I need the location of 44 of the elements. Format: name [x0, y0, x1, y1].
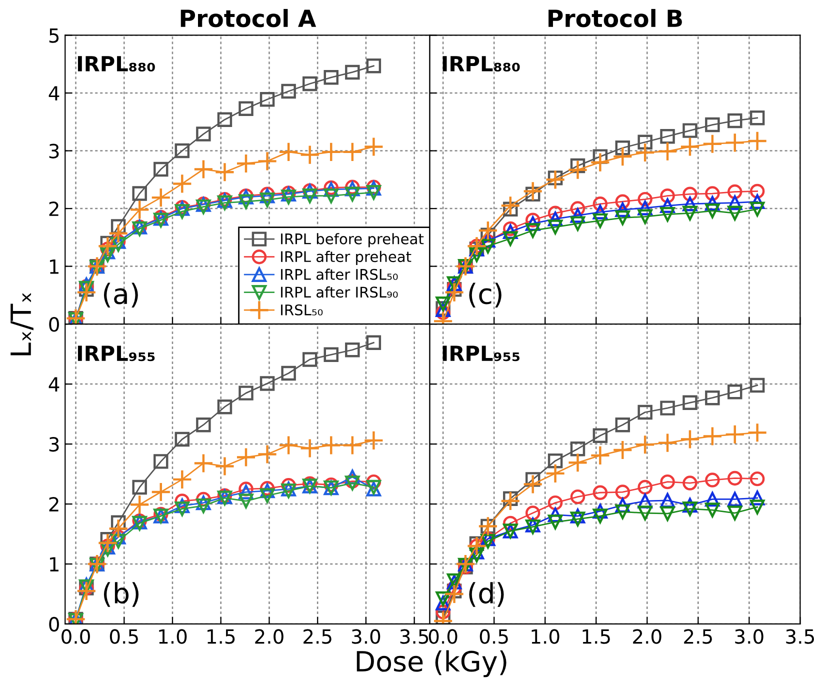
y-tick-label: 4	[48, 86, 60, 100]
y-tick-label: 2	[49, 496, 58, 512]
legend-label: IRPL before preheat	[281, 233, 424, 248]
annotation: IRPL₈₈₀	[442, 56, 520, 72]
x-axis-title: Dose (kGy)	[356, 650, 506, 678]
annotation: IRPL₉₅₅	[78, 346, 155, 362]
x-tick-label: 2.0	[633, 629, 662, 644]
y-tick-label: 1	[50, 557, 58, 572]
annotation: (c)	[469, 282, 502, 308]
y-tick-label: 0	[49, 317, 59, 332]
x-tick-label: 0.0	[62, 629, 90, 644]
y-tick-label: 5	[49, 28, 59, 43]
annotation: (d)	[469, 582, 504, 607]
x-tick-label: 3.0	[735, 629, 764, 644]
annotation: (a)	[104, 282, 138, 308]
y-tick-label: 1	[50, 260, 58, 274]
annotation: (b)	[104, 582, 139, 607]
x-tick-label: 3.5	[400, 629, 428, 644]
y-axis-title: Lₓ/Tₓ	[10, 293, 34, 356]
x-tick-label: 2.5	[304, 629, 332, 644]
annotation: IRPL₉₅₅	[442, 346, 520, 362]
y-tick-label: 0	[49, 616, 59, 632]
y-tick-label: 2	[49, 202, 58, 216]
annotation: IRPL₈₈₀	[78, 56, 155, 72]
y-tick-label: 4	[48, 377, 60, 392]
legend-label: IRPL after preheat	[281, 250, 412, 265]
x-tick-label: 2.5	[684, 629, 712, 644]
x-tick-label: 1.0	[159, 629, 187, 644]
chart-title: Protocol A	[180, 8, 316, 28]
y-tick-label: 3	[49, 144, 59, 158]
chart-title: Protocol B	[548, 8, 682, 28]
legend-label: IRSL₅₀	[281, 304, 323, 316]
x-tick-label: 3.0	[352, 629, 380, 644]
x-tick-label: 2.0	[255, 629, 284, 644]
x-tick-label: 0.0	[428, 629, 458, 644]
legend-label: IRPL after IRSL₅₀	[281, 268, 398, 280]
x-tick-label: 1.0	[532, 629, 560, 644]
x-tick-label: 0.5	[480, 629, 508, 644]
y-tick-label: 3	[49, 436, 59, 452]
x-tick-label: 3.5	[786, 629, 814, 644]
x-tick-label: 1.5	[208, 629, 235, 644]
x-tick-label: 1.5	[582, 629, 610, 644]
x-tick-label: 0.5	[110, 629, 138, 644]
legend-label: IRPL after IRSL₉₀	[281, 286, 398, 298]
